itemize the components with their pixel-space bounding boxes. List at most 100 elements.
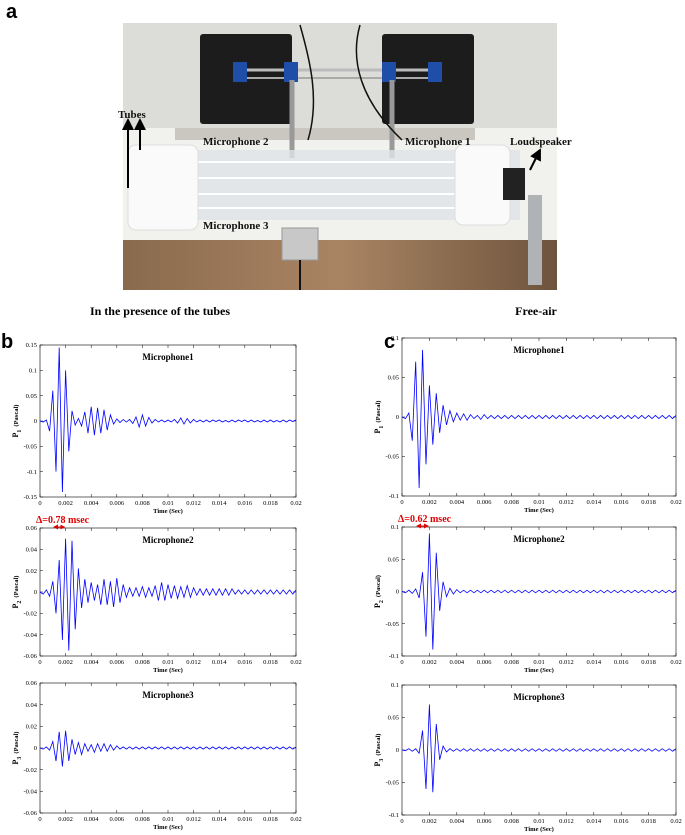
x-tick-label: 0 xyxy=(400,499,403,506)
x-tick-label: 0 xyxy=(400,818,403,825)
x-tick-label: 0.018 xyxy=(263,659,278,666)
y-label-subscript: 2 xyxy=(379,600,385,603)
x-tick-label: 0.006 xyxy=(109,816,124,823)
x-tick-label: 0.02 xyxy=(290,816,301,823)
y-tick-label: -0.05 xyxy=(385,780,399,787)
x-tick-label: 0.01 xyxy=(533,499,544,506)
plot-frame xyxy=(39,344,297,498)
y-label-subscript: 2 xyxy=(17,601,23,604)
x-tick-label: 0.002 xyxy=(422,499,437,506)
photo: Tubes Microphone 2 Microphone 1 Loudspea… xyxy=(118,23,572,290)
y-tick-label: 0.04 xyxy=(26,547,38,554)
x-tick-label: 0.012 xyxy=(186,500,201,507)
x-tick-label: 0.01 xyxy=(162,816,173,823)
photo-label: Microphone 2 xyxy=(203,136,269,148)
x-tick-label: 0 xyxy=(38,500,41,507)
y-tick-label: -0.06 xyxy=(23,810,37,817)
x-tick-label: 0.008 xyxy=(504,659,519,666)
y-label-subscript: 1 xyxy=(379,426,385,429)
y-label-symbol: P xyxy=(11,759,20,764)
waveform xyxy=(401,704,677,793)
y-label-subscript: 1 xyxy=(17,430,23,433)
y-tick-label: 0.05 xyxy=(388,375,399,382)
x-tick-label: 0 xyxy=(38,816,41,823)
waveform xyxy=(401,533,677,650)
x-tick-label: 0.006 xyxy=(477,818,492,825)
y-tick-label: 0 xyxy=(396,589,399,596)
y-tick-label: 0.05 xyxy=(388,556,399,563)
x-tick-label: 0.01 xyxy=(162,500,173,507)
x-tick-label: 0.008 xyxy=(135,659,150,666)
y-tick-label: 0.04 xyxy=(26,702,38,709)
y-axis-label: P3 (Pascal) xyxy=(373,734,385,767)
y-tick-label: 0.02 xyxy=(26,724,37,731)
y-tick-label: 0.1 xyxy=(391,682,399,689)
y-tick-label: -0.05 xyxy=(385,454,399,461)
chart-title: Microphone2 xyxy=(142,535,194,545)
x-axis-label: Time (Sec) xyxy=(524,667,554,674)
x-tick-label: 0.018 xyxy=(641,499,656,506)
chart-title: Microphone2 xyxy=(513,534,565,544)
x-axis-label: Time (Sec) xyxy=(153,824,183,831)
y-tick-label: 0 xyxy=(34,745,37,752)
y-label-unit: (Pascal) xyxy=(375,734,382,756)
plot-frame xyxy=(39,682,297,814)
y-tick-label: 0.06 xyxy=(26,525,38,532)
y-axis-label: P2 (Pascal) xyxy=(11,576,23,609)
y-label-unit: (Pascal) xyxy=(375,401,382,423)
x-tick-label: 0.002 xyxy=(422,659,437,666)
x-tick-label: 0.008 xyxy=(504,818,519,825)
x-tick-label: 0.01 xyxy=(162,659,173,666)
x-axis-label: Time (Sec) xyxy=(153,508,183,515)
x-tick-label: 0.008 xyxy=(504,499,519,506)
y-tick-label: 0.1 xyxy=(391,524,399,531)
panel-title: Free-air xyxy=(515,304,557,318)
y-tick-label: -0.1 xyxy=(389,653,399,660)
plot-frame xyxy=(401,337,677,497)
x-tick-label: 0.016 xyxy=(237,500,252,507)
x-tick-label: 0.018 xyxy=(263,500,278,507)
y-tick-label: 0 xyxy=(396,414,399,421)
y-tick-label: -0.1 xyxy=(389,493,399,500)
waveform xyxy=(39,347,297,492)
x-tick-label: 0.002 xyxy=(422,818,437,825)
x-tick-label: 0.01 xyxy=(533,659,544,666)
y-label-subscript: 3 xyxy=(17,757,23,760)
x-tick-label: 0.02 xyxy=(670,659,681,666)
waveform xyxy=(39,730,297,767)
x-tick-label: 0.02 xyxy=(290,659,301,666)
x-tick-label: 0.004 xyxy=(84,659,99,666)
x-tick-label: 0.012 xyxy=(186,816,201,823)
y-tick-label: -0.1 xyxy=(27,469,37,476)
plot-frame xyxy=(401,684,677,816)
x-tick-label: 0.012 xyxy=(186,659,201,666)
x-tick-label: 0.006 xyxy=(109,500,124,507)
y-tick-label: -0.15 xyxy=(23,494,37,501)
y-label-symbol: P xyxy=(11,603,20,608)
panel-label: b xyxy=(1,331,13,353)
waveform xyxy=(401,349,677,489)
x-tick-label: 0.014 xyxy=(212,659,227,666)
y-tick-label: 0.15 xyxy=(26,342,37,349)
panel-title: In the presence of the tubes xyxy=(90,304,230,318)
photo-label: Microphone 3 xyxy=(203,220,269,232)
chart-title: Microphone3 xyxy=(142,690,194,700)
annotation: Δ=0.78 msec xyxy=(36,515,90,526)
x-tick-label: 0.006 xyxy=(477,499,492,506)
x-tick-label: 0.018 xyxy=(641,659,656,666)
y-label-symbol: P xyxy=(373,603,382,608)
y-tick-label: 0.05 xyxy=(26,393,37,400)
x-tick-label: 0.012 xyxy=(559,659,574,666)
x-tick-label: 0 xyxy=(400,659,403,666)
panel-label: c xyxy=(384,331,395,353)
x-tick-label: 0.016 xyxy=(237,659,252,666)
x-tick-label: 0.014 xyxy=(586,659,601,666)
y-label-unit: (Pascal) xyxy=(13,576,20,598)
x-tick-label: 0.004 xyxy=(449,818,464,825)
x-tick-label: 0.016 xyxy=(614,659,629,666)
y-label-subscript: 3 xyxy=(379,759,385,762)
plot-frame xyxy=(39,527,297,657)
x-tick-label: 0.008 xyxy=(135,816,150,823)
x-tick-label: 0.006 xyxy=(109,659,124,666)
